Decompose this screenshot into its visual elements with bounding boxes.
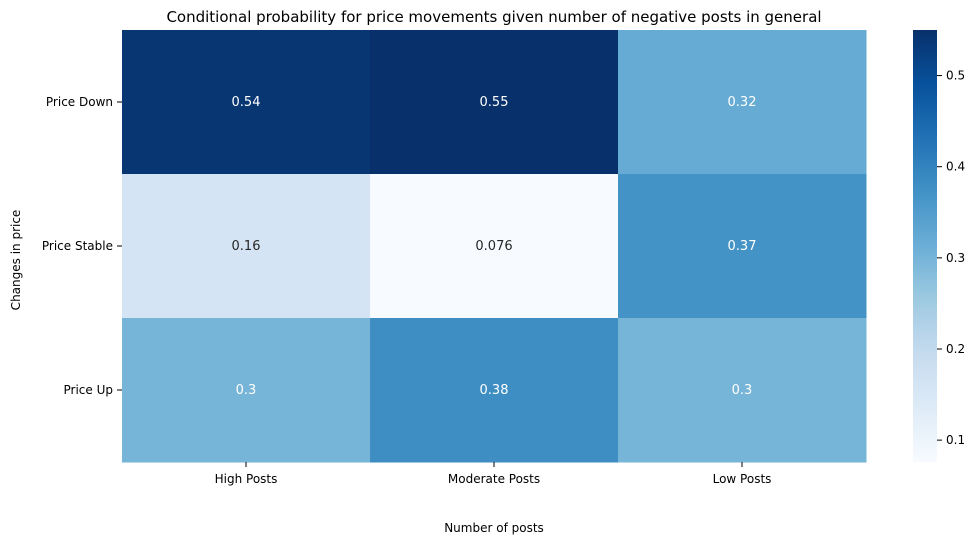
colorbar-tick-label: 0.2: [946, 342, 965, 356]
cell-value-label: 0.3: [732, 383, 753, 398]
heatmap-cell: [122, 30, 371, 175]
y-tick-label: Price Down: [46, 95, 113, 109]
cell-value-label: 0.3: [236, 383, 257, 398]
heatmap-cell: [618, 30, 867, 175]
cell-value-label: 0.38: [480, 383, 509, 398]
colorbar-tick-label: 0.5: [946, 69, 965, 83]
heatmap-cell: [370, 30, 619, 175]
x-tick-label: Moderate Posts: [448, 472, 540, 486]
heatmap-cell: [370, 174, 619, 319]
x-axis-label: Number of posts: [444, 521, 544, 535]
colorbar-tick-label: 0.3: [946, 251, 965, 265]
colorbar: [913, 30, 937, 462]
y-axis: Price Down Price Stable Price Up: [42, 95, 122, 397]
cell-value-label: 0.55: [480, 95, 509, 110]
x-axis: High Posts Moderate Posts Low Posts: [215, 462, 772, 486]
chart-title: Conditional probability for price moveme…: [166, 8, 821, 26]
heatmap-cell-labels: 0.54 0.55 0.32 0.16 0.076 0.37 0.3 0.38 0.3: [232, 95, 757, 398]
heatmap-cell: [122, 174, 371, 319]
colorbar-ticks: 0.1 0.2 0.3 0.4 0.5: [937, 69, 965, 447]
cell-value-label: 0.54: [232, 95, 261, 110]
y-tick-label: Price Up: [64, 383, 114, 397]
colorbar-tick-label: 0.4: [946, 160, 965, 174]
heatmap-cell: [122, 318, 371, 463]
cell-value-label: 0.16: [232, 239, 261, 254]
colorbar-tick-label: 0.1: [946, 433, 965, 447]
cell-value-label: 0.076: [475, 239, 512, 254]
x-tick-label: High Posts: [215, 472, 278, 486]
heatmap-cell: [618, 174, 867, 319]
cell-value-label: 0.32: [728, 95, 757, 110]
heatmap-cell: [618, 318, 867, 463]
x-tick-label: Low Posts: [713, 472, 772, 486]
y-tick-label: Price Stable: [42, 239, 113, 253]
y-axis-label: Changes in price: [9, 210, 23, 311]
heatmap-cell: [370, 318, 619, 463]
heatmap-cells: [122, 30, 867, 463]
cell-value-label: 0.37: [728, 239, 757, 254]
